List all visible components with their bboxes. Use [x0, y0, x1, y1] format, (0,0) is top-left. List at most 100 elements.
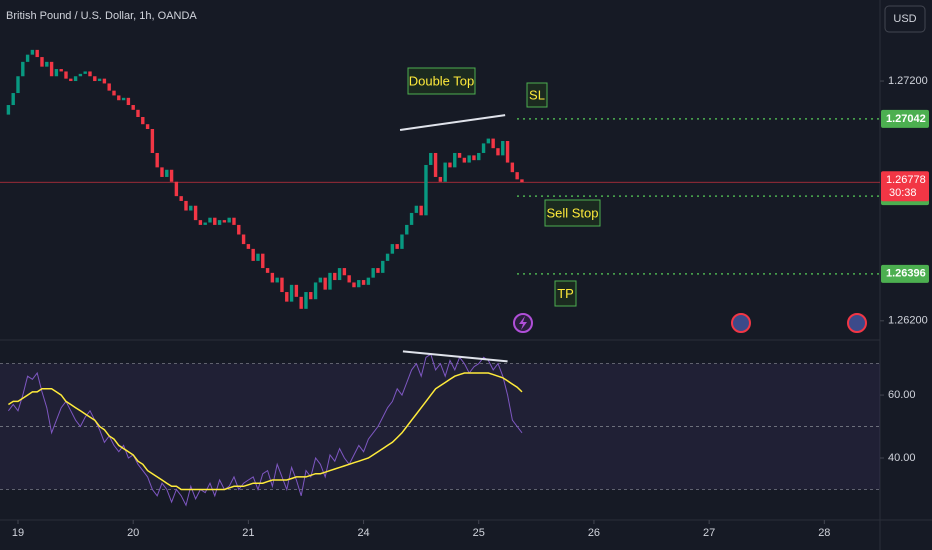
x-tick-label: 24 [357, 527, 369, 539]
annotation: SL [529, 87, 545, 102]
candle-body [93, 76, 97, 82]
candle-body [217, 220, 222, 225]
candle-body [256, 253, 260, 261]
candle-body [141, 117, 145, 125]
y-tick-label: 60.00 [888, 389, 916, 401]
candle-body [491, 138, 495, 149]
candle-body [107, 83, 111, 91]
event-icon[interactable] [847, 313, 867, 333]
candle-body [222, 220, 227, 223]
candle-body [21, 61, 25, 77]
candle-body [184, 200, 188, 211]
event-icon[interactable] [731, 313, 751, 333]
x-tick-label: 28 [818, 527, 830, 539]
candle-body [11, 93, 15, 106]
candle-body [323, 277, 327, 290]
candle-body [501, 140, 505, 156]
candle-body [328, 272, 332, 290]
candle-body [414, 205, 419, 213]
event-icons [513, 313, 867, 333]
candle-body [304, 292, 308, 309]
currency-label[interactable]: USD [893, 13, 916, 25]
candle-body [289, 284, 294, 302]
rsi-line [7, 372, 523, 491]
countdown: 30:38 [889, 187, 917, 199]
candle-body [88, 71, 92, 77]
candle-body [409, 212, 414, 225]
candle-body [112, 90, 116, 96]
x-tick-label: 20 [127, 527, 139, 539]
annotation: TP [557, 286, 574, 301]
x-tick-label: 21 [242, 527, 254, 539]
annotation: Double Top [409, 73, 475, 88]
candle-body [97, 78, 102, 82]
candle-body [165, 169, 169, 177]
candle-body [390, 244, 395, 254]
candle-body [361, 280, 366, 285]
candle-body [246, 244, 251, 249]
candle-body [49, 61, 54, 77]
candle-body [174, 181, 179, 197]
candle-body [69, 78, 73, 82]
candle-body [40, 57, 44, 67]
candle-body [25, 54, 30, 62]
currency-button[interactable] [884, 5, 926, 33]
candle-body [453, 152, 457, 168]
candle-body [251, 248, 255, 261]
y-tick-label: 1.26200 [888, 315, 928, 327]
candle-body [347, 275, 351, 283]
candle-body [131, 105, 135, 110]
candle-body [520, 179, 524, 183]
annotation-box [407, 67, 476, 95]
candle-body [294, 284, 299, 297]
candle-body [102, 78, 107, 84]
candle-body [505, 140, 510, 163]
event-icon-bolt [519, 316, 527, 330]
candle-body [189, 205, 193, 211]
current-price-label: 1.26778 [886, 174, 926, 186]
candle-body [45, 61, 49, 67]
candle-body [385, 253, 390, 261]
rsi-line [8, 353, 523, 507]
x-tick-label: 27 [703, 527, 715, 539]
candle-body [155, 152, 159, 168]
candle-body [179, 196, 183, 201]
candle-body [357, 280, 361, 288]
candle-body [213, 217, 217, 225]
candle-body [203, 222, 207, 225]
candle-body [237, 224, 241, 235]
x-tick-label: 19 [12, 527, 24, 539]
annotation: Sell Stop [546, 205, 598, 220]
candle-body [193, 205, 198, 221]
candle-body [429, 152, 433, 165]
candle-body [477, 152, 481, 161]
candle-body [438, 176, 443, 182]
candle-body [381, 260, 385, 273]
candle-body [169, 169, 174, 182]
candle-body [352, 282, 356, 288]
x-tick-label: 25 [473, 527, 485, 539]
candle-body [472, 155, 476, 161]
candle-body [241, 234, 246, 245]
candle-body [208, 217, 212, 223]
current-price-tag [881, 171, 929, 202]
candle-body [515, 172, 519, 180]
candle-body [481, 143, 486, 153]
candle-body [285, 292, 289, 302]
candle-body [275, 277, 279, 283]
candle-body [16, 76, 20, 94]
level-label: 1.27042 [886, 113, 926, 125]
candle-body [64, 71, 68, 79]
chart-title: British Pound / U.S. Dollar, 1h, OANDA [6, 10, 197, 22]
candle-body [510, 162, 515, 173]
candle-body [299, 296, 303, 309]
candle-body [376, 268, 380, 273]
y-tick-label: 40.00 [888, 452, 916, 464]
candle-body [280, 277, 284, 293]
candle-body [136, 109, 140, 118]
candle-body [121, 97, 126, 101]
candle-body [227, 217, 231, 223]
candle-body [405, 224, 409, 235]
